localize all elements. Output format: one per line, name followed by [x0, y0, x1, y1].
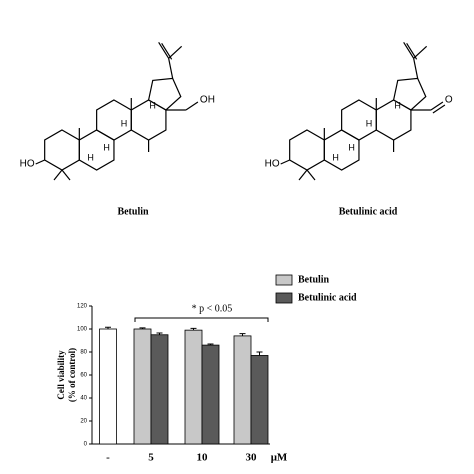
y-tick-label: 100 — [77, 327, 88, 333]
bar — [99, 328, 117, 445]
bar — [133, 328, 152, 445]
bond — [61, 169, 71, 181]
ring — [289, 129, 325, 171]
atom-label: HO — [20, 159, 35, 170]
bond — [432, 104, 446, 114]
error-bar — [239, 333, 246, 336]
atom-label: H — [366, 118, 373, 128]
y-tick-label: 80 — [80, 350, 87, 356]
bond — [306, 169, 316, 181]
atom-label: H — [394, 100, 401, 110]
bar — [250, 355, 269, 445]
bar — [150, 334, 169, 445]
error-bar — [207, 343, 214, 346]
atom-label: H — [348, 142, 355, 152]
y-tick-label: 0 — [84, 442, 88, 448]
bond — [158, 42, 170, 59]
ring — [392, 77, 427, 111]
bond — [413, 58, 419, 79]
bond — [430, 101, 444, 111]
bond — [403, 42, 415, 59]
y-tick-label: 20 — [80, 419, 87, 425]
structure-name: Betulinic acid — [339, 206, 398, 217]
atom-label: O — [445, 95, 453, 106]
x-tick-label: 10 — [197, 452, 209, 464]
bond — [280, 159, 290, 165]
atom-label: HO — [265, 159, 280, 170]
legend-swatch — [275, 292, 293, 304]
error-bar — [105, 326, 111, 329]
bond — [185, 101, 199, 111]
legend-swatch — [275, 274, 293, 286]
bond — [168, 58, 174, 79]
error-bar — [156, 332, 163, 335]
bond — [35, 159, 45, 165]
structure-name: Betulin — [117, 206, 149, 217]
bar — [201, 344, 220, 445]
ring — [147, 77, 182, 111]
error-bar — [256, 351, 263, 356]
atom-label: H — [332, 152, 339, 162]
significance-bracket — [134, 317, 269, 322]
error-bar — [139, 327, 146, 329]
atom-label: H — [103, 142, 110, 152]
atom-label: H — [149, 100, 156, 110]
legend-label: Betulinic acid — [298, 292, 357, 303]
atom-label: OH — [200, 95, 215, 106]
y-axis-label: (% of control) — [67, 348, 77, 402]
y-tick-label: 40 — [80, 396, 87, 402]
ring — [44, 129, 80, 171]
legend-label: Betulin — [298, 274, 330, 285]
error-bar — [190, 327, 197, 331]
bond — [298, 169, 308, 181]
x-tick-label: - — [106, 452, 110, 464]
atom-label: H — [87, 152, 94, 162]
bar — [233, 335, 252, 445]
y-tick-label: 120 — [77, 304, 88, 310]
x-tick-label: 30 — [246, 452, 258, 464]
bond — [413, 45, 428, 59]
annotation: * p < 0.05 — [192, 303, 233, 314]
bar — [184, 329, 203, 445]
x-unit: μM — [271, 452, 288, 464]
x-tick-label: 5 — [148, 452, 154, 464]
y-axis-label: Cell viability — [56, 350, 66, 400]
bond — [168, 45, 183, 59]
y-tick-label: 60 — [80, 373, 87, 379]
bond — [53, 169, 63, 181]
atom-label: H — [121, 118, 128, 128]
